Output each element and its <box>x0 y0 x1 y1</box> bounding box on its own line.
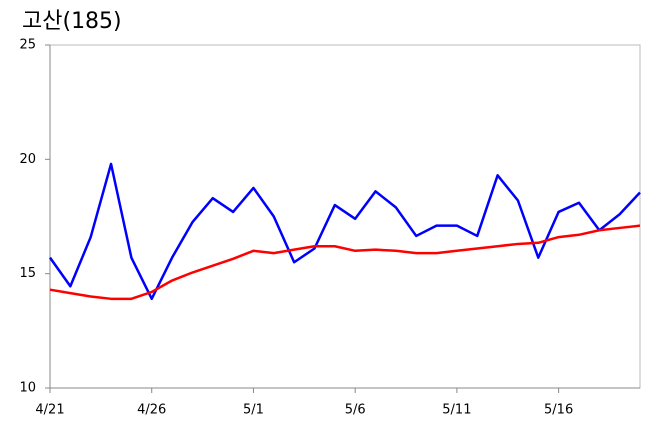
x-tick-label: 4/21 <box>35 403 64 418</box>
x-tick-label: 5/11 <box>442 403 471 418</box>
series-line <box>49 224 641 301</box>
plot-frame <box>49 44 641 389</box>
chart-title: 고산(185) <box>22 9 122 34</box>
x-tick-label: 5/16 <box>544 403 573 418</box>
x-tick-label: 4/26 <box>137 403 166 418</box>
y-tick-label: 15 <box>19 266 36 281</box>
series-line <box>48 162 641 301</box>
y-tick-label: 20 <box>19 152 36 167</box>
x-tick-label: 5/1 <box>243 403 264 418</box>
y-tick-label: 25 <box>19 38 36 53</box>
y-tick-label: 10 <box>19 381 36 396</box>
x-tick-label: 5/6 <box>345 403 366 418</box>
